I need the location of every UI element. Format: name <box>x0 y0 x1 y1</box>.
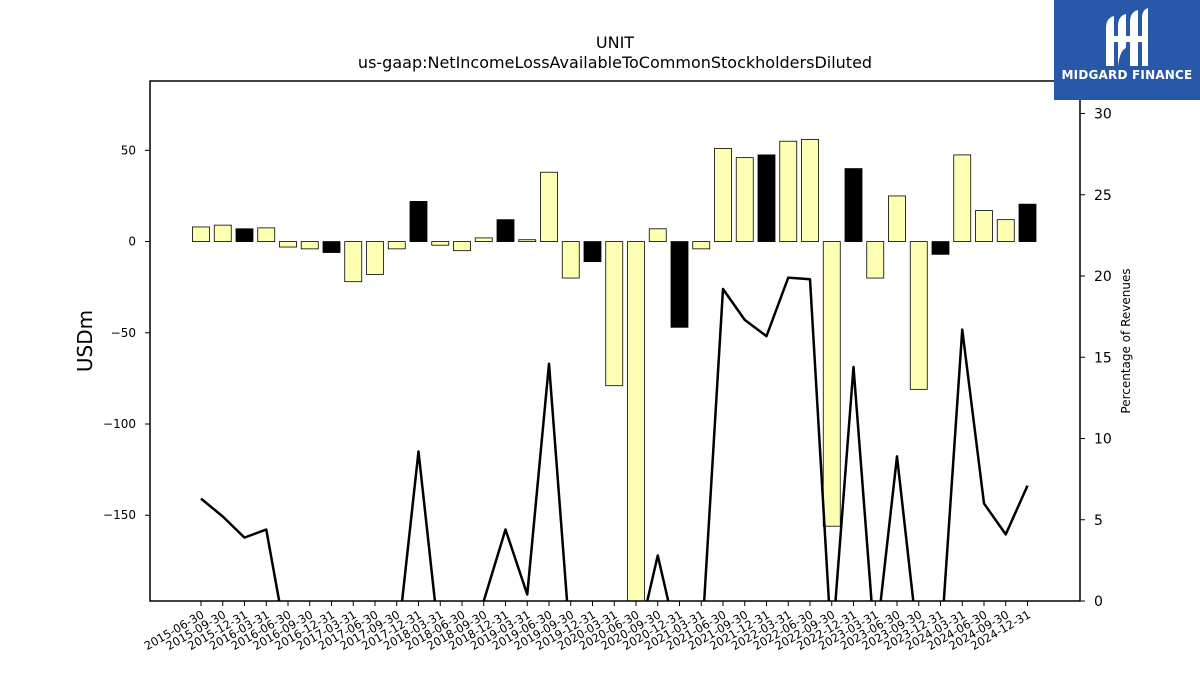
y2-tick-label: 25 <box>1094 188 1112 204</box>
y2-tick-label: 0 <box>1094 594 1103 610</box>
bar <box>583 241 602 263</box>
bar <box>279 241 297 248</box>
bar <box>344 241 363 283</box>
bar <box>844 168 863 242</box>
y2-tick-label: 5 <box>1094 513 1103 529</box>
bar <box>1018 203 1037 242</box>
y-tick-label: 0 <box>128 235 136 249</box>
bar <box>387 241 406 250</box>
bar <box>975 210 993 242</box>
y2-tick-label: 20 <box>1094 269 1112 285</box>
bar <box>866 241 885 279</box>
bar <box>453 241 471 252</box>
y2-axis-label: Percentage of Revenues <box>1119 268 1133 413</box>
bar <box>757 154 776 242</box>
bar <box>322 241 341 253</box>
bar <box>714 148 732 242</box>
bar <box>648 228 667 242</box>
bar <box>235 228 254 242</box>
bar <box>888 195 906 242</box>
chart-title: UNIT <box>596 33 634 52</box>
bar <box>627 241 645 602</box>
bar <box>953 154 972 242</box>
bar <box>692 241 711 250</box>
y-tick-label: −50 <box>111 326 136 340</box>
bar <box>540 171 558 242</box>
series-line <box>200 276 1029 601</box>
bar <box>300 241 319 250</box>
bar <box>213 224 232 242</box>
bar <box>735 157 754 242</box>
brand-logo: MIDGARD FINANCE <box>1054 0 1200 100</box>
bar <box>431 241 450 246</box>
bar <box>366 241 384 275</box>
chart-subtitle: us-gaap:NetIncomeLossAvailableToCommonSt… <box>358 53 872 72</box>
y2-tick-label: 15 <box>1094 350 1112 366</box>
bar <box>801 138 819 242</box>
y-tick-label: −100 <box>103 417 136 431</box>
bar <box>409 201 428 242</box>
bar <box>561 241 580 279</box>
bar <box>257 227 276 242</box>
bar <box>779 140 798 242</box>
bar <box>822 241 841 527</box>
y-axis-label: USDm <box>73 310 97 372</box>
brand-name: MIDGARD FINANCE <box>1061 68 1193 82</box>
bar <box>670 241 689 328</box>
y-tick-label: −150 <box>103 508 136 522</box>
bar <box>909 241 928 390</box>
bar <box>474 237 493 242</box>
y2-tick-label: 10 <box>1094 432 1112 448</box>
brand-mark-icon <box>1106 8 1148 66</box>
bar <box>192 226 210 242</box>
y2-tick-label: 30 <box>1094 107 1112 123</box>
bar <box>518 239 537 242</box>
bar <box>496 219 515 242</box>
bar <box>605 241 624 387</box>
bar <box>996 219 1015 242</box>
y-tick-label: 50 <box>121 143 136 157</box>
plot-frame <box>149 80 1081 602</box>
bar <box>931 241 950 255</box>
